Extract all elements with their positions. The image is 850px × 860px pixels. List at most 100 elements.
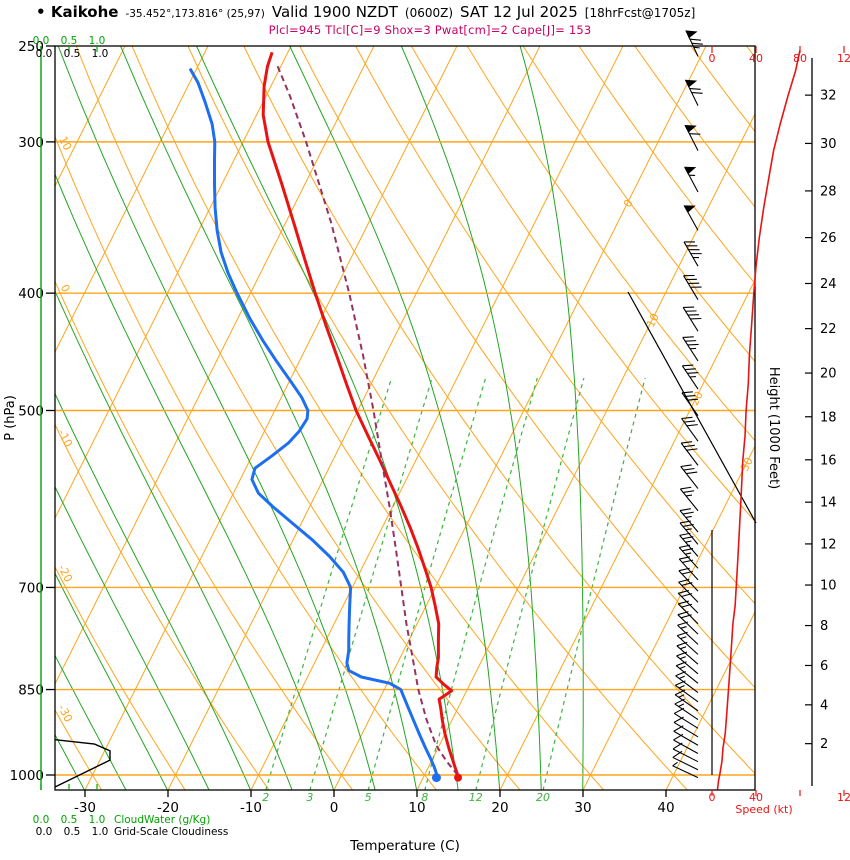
isotherm-line [167, 46, 541, 790]
wind-barb [683, 166, 699, 193]
speed-tick-top: 80 [793, 52, 807, 65]
dry-adiabat-label: -30 [55, 702, 75, 724]
wind-barb [681, 391, 699, 417]
station-name: Kaikohe [50, 3, 119, 21]
isotherm-line [250, 46, 624, 790]
wind-barb [677, 621, 699, 645]
isotherm-line [84, 46, 458, 790]
temp-tick-label: 20 [491, 800, 508, 816]
gridlines [55, 46, 755, 790]
height-tick-label: 10 [820, 579, 837, 594]
height-tick-label: 26 [820, 231, 837, 246]
moist-adiabat-line [57, 46, 376, 790]
moist-adiabat-line [196, 46, 459, 790]
speed-tick-bottom: 12 [837, 791, 850, 804]
moist-adiabat-line [120, 46, 418, 790]
height-tick-label: 6 [820, 659, 828, 674]
dry-adiabat-line [578, 46, 755, 285]
temp-tick-label: 40 [657, 800, 674, 816]
pressure-tick-label: 250 [18, 39, 44, 55]
cloudiness-scale-top: 1.0 [92, 48, 109, 60]
wind-barb [683, 205, 699, 231]
temp-tick-label: 30 [574, 800, 591, 816]
speed-curve [716, 50, 801, 790]
mixing-ratio-line [309, 377, 433, 790]
parcel-curve [275, 62, 459, 776]
wind-barb [681, 364, 699, 390]
isotherm-label: 20 [688, 389, 706, 407]
mixing-ratio-label: 5 [365, 791, 372, 804]
moist-adiabat-line [400, 46, 542, 790]
cloudwater-scale-top: 0.0 [33, 35, 50, 47]
cloudiness-scale-top: 0.5 [64, 48, 81, 60]
height-tick-label: 12 [820, 537, 837, 552]
dry-adiabat-label: 10 [56, 134, 74, 152]
speed-tick-top: 0 [709, 52, 716, 65]
wind-barb [683, 274, 702, 300]
height-tick-label: 20 [820, 367, 837, 382]
moist-adiabat-line [55, 572, 169, 790]
height-tick-label: 18 [820, 410, 837, 425]
dry-adiabat-line [522, 46, 755, 363]
cloudiness-title: Grid-Scale Cloudiness [114, 826, 228, 838]
height-tick-label: 28 [820, 184, 837, 199]
valid-time: Valid 1900 NZDT [271, 3, 398, 21]
dry-adiabat-line [355, 46, 755, 605]
mixing-ratio-label: 8 [421, 791, 428, 804]
isotherm-line [333, 46, 707, 790]
cloudwater-title: CloudWater (g/Kg) [114, 814, 210, 826]
isotherm-line [665, 610, 755, 790]
mixing-ratio-line [265, 377, 393, 790]
isotherm-line [416, 112, 755, 790]
moist-adiabat-line [55, 485, 210, 790]
pressure-tick-label: 1000 [10, 768, 44, 784]
wind-barb [682, 306, 702, 332]
mixing-ratio-line [424, 377, 538, 790]
station-coords: -35.452°,173.816° (25,97) [125, 8, 265, 20]
isotherm-line [499, 278, 755, 790]
header-title: • Kaikohe -35.452°,173.816° (25,97) Vali… [36, 3, 695, 21]
dry-adiabat-line [55, 423, 270, 790]
dry-adiabat-label: -20 [55, 562, 75, 584]
wind-barb [683, 241, 702, 267]
temp-axis-title: Temperature (C) [349, 838, 460, 854]
temperature-curve [261, 51, 460, 778]
cloudiness-scale-bottom: 0.0 [36, 826, 53, 838]
wind-barb [679, 520, 699, 545]
moist-adiabat-line [55, 173, 335, 790]
dry-adiabat-line [55, 565, 186, 790]
moist-adiabat-line [519, 46, 584, 790]
wind-barb [681, 416, 699, 442]
station-title: • Kaikohe [36, 3, 118, 21]
height-tick-label: 8 [820, 619, 828, 634]
height-tick-label: 2 [820, 737, 828, 752]
mixing-ratio-line [475, 377, 585, 790]
speed-tick-bottom: 40 [749, 791, 763, 804]
station-bullet: • [36, 3, 46, 21]
temp-tick-label: -20 [157, 800, 179, 816]
dry-adiabat-line [55, 280, 354, 790]
cloudwater-scale-bottom: 0.0 [33, 814, 50, 826]
speed-tick-top: 40 [749, 52, 763, 65]
height-tick-label: 14 [820, 496, 837, 511]
wind-barb [679, 508, 699, 533]
height-tick-label: 32 [820, 89, 837, 104]
dry-adiabat-line [55, 135, 437, 790]
speed-tick-bottom: 0 [709, 791, 716, 804]
moist-adiabat-line [55, 654, 127, 790]
wind-barb [684, 79, 703, 106]
dry-adiabat-line [466, 46, 755, 442]
dry-adiabat-line [131, 46, 605, 790]
wind-barb [672, 761, 699, 779]
speed-axis-title: Speed (kt) [735, 803, 792, 816]
height-axis-title: Height (1000 Feet) [766, 367, 781, 489]
isotherm-line [582, 444, 755, 790]
mixing-ratio-label: 20 [536, 791, 550, 804]
wind-barb [677, 600, 699, 625]
cloudwater-scale-top: 1.0 [89, 35, 106, 47]
mixing-ratio-label: 3 [306, 791, 313, 804]
valid-date: SAT 12 Jul 2025 [460, 3, 578, 21]
isotherm-line [55, 46, 375, 686]
forecast-info: [18hrFcst@1705z] [584, 6, 696, 20]
cloudiness-scale-bottom: 1.0 [92, 826, 109, 838]
